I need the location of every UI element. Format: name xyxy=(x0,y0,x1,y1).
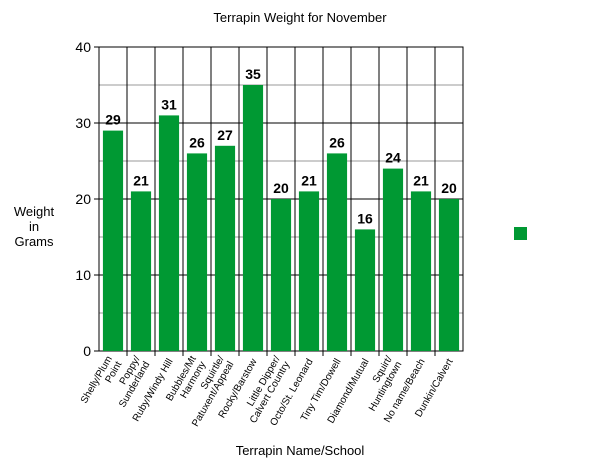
bar xyxy=(410,191,432,351)
text-line: Grams xyxy=(15,234,55,249)
bar xyxy=(438,199,460,351)
chart-title: Terrapin Weight for November xyxy=(213,10,387,25)
bar xyxy=(186,153,208,351)
value-label: 35 xyxy=(245,66,261,82)
text-line: Weight xyxy=(14,204,55,219)
bar xyxy=(130,191,152,351)
value-label: 31 xyxy=(161,96,177,112)
value-label: 24 xyxy=(385,150,401,166)
legend-marker xyxy=(514,227,527,240)
bar xyxy=(102,130,124,351)
y-tick-label: 0 xyxy=(83,343,91,359)
y-axis-label: Weight in Grams xyxy=(14,204,55,249)
value-label: 16 xyxy=(357,210,373,226)
value-label: 21 xyxy=(413,172,429,188)
value-label: 21 xyxy=(301,172,317,188)
bar xyxy=(326,153,348,351)
value-label: 21 xyxy=(133,172,149,188)
y-tick-label: 30 xyxy=(75,115,91,131)
text-line: in xyxy=(29,219,39,234)
y-tick-label: 10 xyxy=(75,267,91,283)
bar xyxy=(214,145,236,351)
value-label: 27 xyxy=(217,127,233,143)
bar xyxy=(270,199,292,351)
bar xyxy=(298,191,320,351)
bar xyxy=(158,115,180,352)
bar xyxy=(354,229,376,351)
bar xyxy=(382,168,404,351)
value-label: 26 xyxy=(329,134,345,150)
value-label: 26 xyxy=(189,134,205,150)
y-tick-label: 20 xyxy=(75,191,91,207)
x-axis-label: Terrapin Name/School xyxy=(236,443,365,458)
bar xyxy=(242,85,264,351)
value-label: 20 xyxy=(441,180,457,196)
value-label: 29 xyxy=(105,112,121,128)
value-label: 20 xyxy=(273,180,289,196)
y-tick-label: 40 xyxy=(75,39,91,55)
